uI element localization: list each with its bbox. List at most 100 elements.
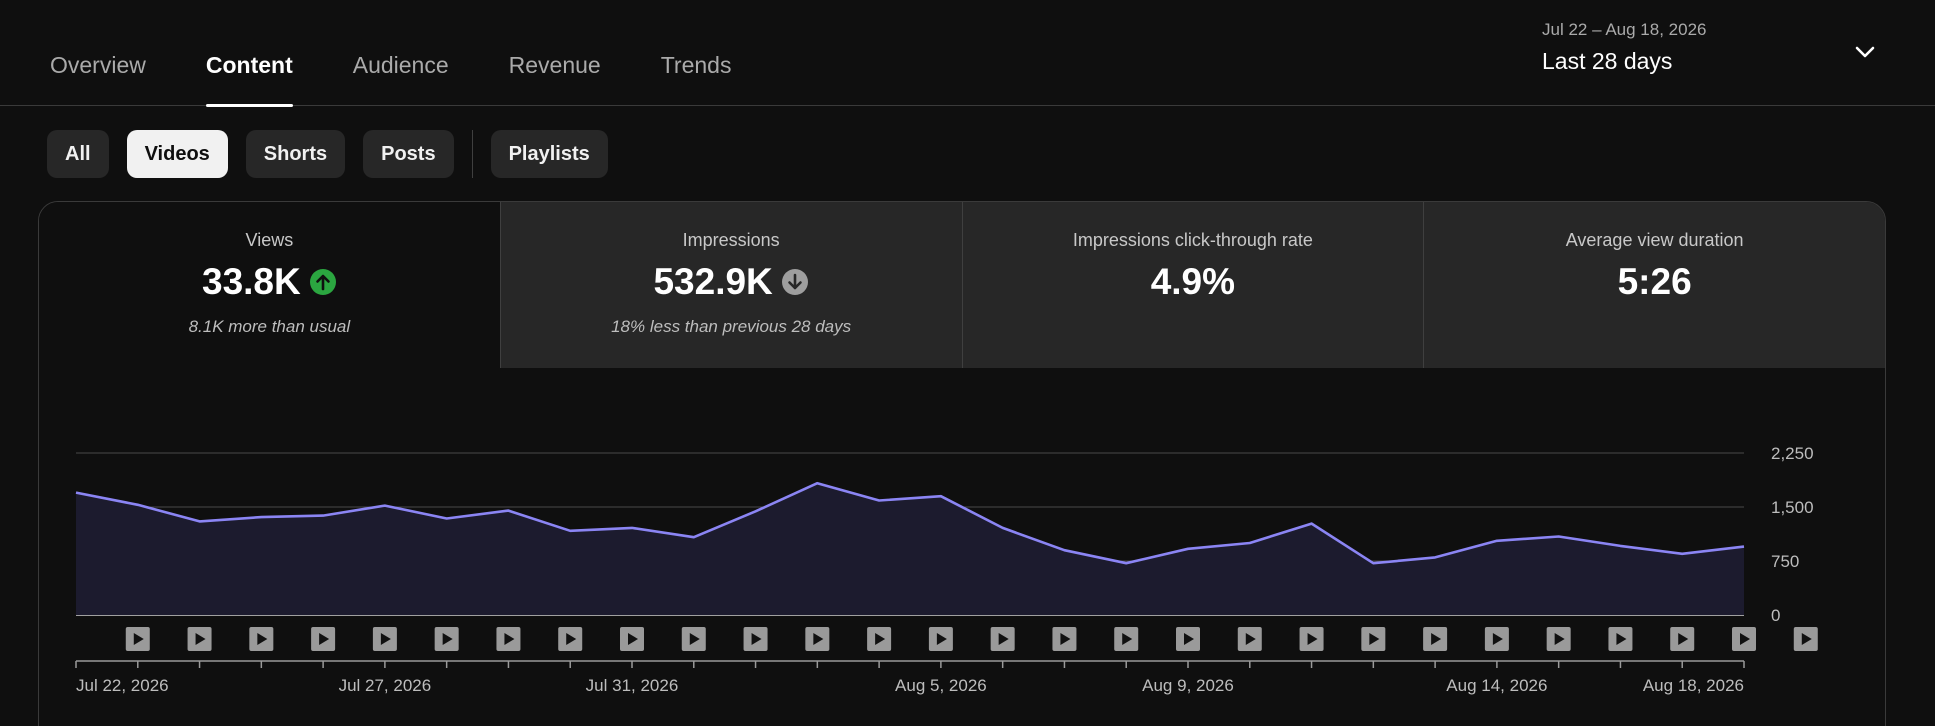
chevron-down-icon[interactable]: [1853, 40, 1877, 64]
video-marker-icon[interactable]: [249, 627, 274, 651]
x-tick-label: Aug 14, 2026: [1446, 676, 1547, 695]
arrow-down-circle-icon: [781, 269, 808, 295]
play-icon: [751, 633, 762, 645]
metric-value-row: 532.9K: [501, 261, 962, 303]
x-tick-label: Aug 9, 2026: [1142, 676, 1234, 695]
metric-note: 18% less than previous 28 days: [611, 317, 852, 336]
metric-note: 8.1K more than usual: [188, 317, 351, 336]
filter-shorts[interactable]: Shorts: [245, 130, 346, 178]
content-type-filters: All Videos Shorts Posts Playlists: [47, 130, 626, 178]
chart-y-axis-labels: 2,250 1,500 750 0: [1771, 444, 1814, 625]
metric-avg-view-duration[interactable]: Average view duration 5:26: [1423, 202, 1885, 368]
chart-series-line: [75, 481, 1745, 565]
metric-value: 5:26: [1617, 261, 1692, 302]
video-marker-icon[interactable]: [372, 627, 397, 651]
metric-tabs: Views 33.8K 8.1K more than usual Impress…: [39, 202, 1885, 368]
play-icon: [1307, 633, 1318, 645]
chart-area-fill: [76, 483, 1744, 615]
metric-impressions[interactable]: Impressions 532.9K 18% less than previou…: [499, 202, 962, 368]
video-marker-icon[interactable]: [311, 627, 336, 651]
chart-line-views: [75, 481, 1745, 565]
video-marker-icon[interactable]: [1484, 627, 1509, 651]
play-icon: [1245, 633, 1256, 645]
play-icon: [380, 633, 391, 645]
date-range-selector[interactable]: Jul 22 – Aug 18, 2026 Last 28 days: [1542, 20, 1877, 84]
video-marker-icon[interactable]: [1114, 627, 1139, 651]
video-marker-icon[interactable]: [1608, 627, 1633, 651]
metric-views[interactable]: Views 33.8K 8.1K more than usual: [39, 202, 500, 368]
date-range-label: Last 28 days: [1542, 48, 1673, 74]
filter-playlists[interactable]: Playlists: [490, 130, 608, 178]
y-tick-label: 0: [1771, 606, 1780, 625]
filter-videos[interactable]: Videos: [126, 130, 228, 178]
x-tick-label: Aug 18, 2026: [1643, 676, 1744, 695]
x-tick-label: Aug 5, 2026: [895, 676, 987, 695]
play-icon: [319, 633, 330, 645]
play-icon: [1122, 633, 1133, 645]
play-icon: [936, 633, 947, 645]
metric-label: Impressions click-through rate: [1072, 230, 1313, 250]
video-marker-icon[interactable]: [434, 627, 459, 651]
video-marker-icon[interactable]: [1361, 627, 1386, 651]
video-marker-icon[interactable]: [1237, 627, 1262, 651]
video-marker-icon[interactable]: [1423, 627, 1448, 651]
video-marker-icon[interactable]: [187, 627, 212, 651]
metric-value-row: 33.8K: [39, 261, 500, 303]
play-icon: [1678, 633, 1689, 645]
play-icon: [442, 633, 453, 645]
play-icon: [1740, 633, 1750, 645]
video-marker-icon[interactable]: [1732, 627, 1756, 651]
tab-audience[interactable]: Audience: [352, 52, 449, 78]
analytics-card: Views 33.8K 8.1K more than usual Impress…: [38, 201, 1886, 726]
filter-all[interactable]: All: [47, 130, 109, 178]
play-icon: [1801, 633, 1812, 645]
tab-revenue[interactable]: Revenue: [508, 52, 601, 78]
video-marker-icon[interactable]: [1546, 627, 1571, 651]
play-icon: [875, 633, 886, 645]
y-tick-label: 2,250: [1771, 444, 1814, 463]
video-marker-icon[interactable]: [496, 627, 521, 651]
play-icon: [689, 633, 700, 645]
metric-value: 532.9K: [653, 261, 773, 302]
y-tick-label: 750: [1771, 552, 1799, 571]
metric-value-row: 4.9%: [963, 261, 1424, 303]
play-icon: [504, 633, 515, 645]
video-marker-icon[interactable]: [1052, 627, 1077, 651]
play-icon: [1431, 633, 1442, 645]
metric-label: Views: [245, 230, 294, 250]
tab-overview[interactable]: Overview: [50, 52, 146, 78]
video-marker-icon[interactable]: [1176, 627, 1200, 651]
tab-bar: Overview Content Audience Revenue Trends: [50, 52, 791, 107]
video-marker-icon[interactable]: [125, 627, 150, 651]
metric-ctr[interactable]: Impressions click-through rate 4.9%: [961, 202, 1424, 368]
video-marker-icon[interactable]: [1299, 627, 1324, 651]
video-marker-icon[interactable]: [558, 627, 583, 651]
play-icon: [1616, 633, 1627, 645]
play-icon: [133, 633, 144, 645]
video-marker-icon[interactable]: [990, 627, 1015, 651]
play-icon: [566, 633, 577, 645]
play-icon: [998, 633, 1009, 645]
filter-posts[interactable]: Posts: [363, 130, 454, 178]
metric-value: 4.9%: [1150, 261, 1236, 302]
video-marker-icon[interactable]: [805, 627, 830, 651]
video-marker-icon[interactable]: [681, 627, 706, 651]
video-marker-icon[interactable]: [1670, 627, 1695, 651]
x-tick-label: Jul 22, 2026: [76, 676, 169, 695]
video-marker-icon[interactable]: [743, 627, 768, 651]
metric-value: 33.8K: [202, 261, 301, 302]
play-icon: [813, 633, 824, 645]
y-tick-label: 1,500: [1771, 498, 1814, 517]
x-tick-label: Jul 31, 2026: [586, 676, 679, 695]
video-marker-icon[interactable]: [620, 627, 644, 651]
top-bar: Overview Content Audience Revenue Trends…: [0, 0, 1935, 107]
video-marker-icon[interactable]: [928, 627, 953, 651]
play-icon: [628, 633, 638, 645]
metric-label: Impressions: [682, 230, 780, 250]
tab-content[interactable]: Content: [205, 52, 293, 107]
video-marker-icon[interactable]: [1793, 627, 1818, 651]
video-marker-icon[interactable]: [867, 627, 892, 651]
tab-trends[interactable]: Trends: [660, 52, 732, 78]
play-icon: [257, 633, 268, 645]
play-icon: [1492, 633, 1503, 645]
